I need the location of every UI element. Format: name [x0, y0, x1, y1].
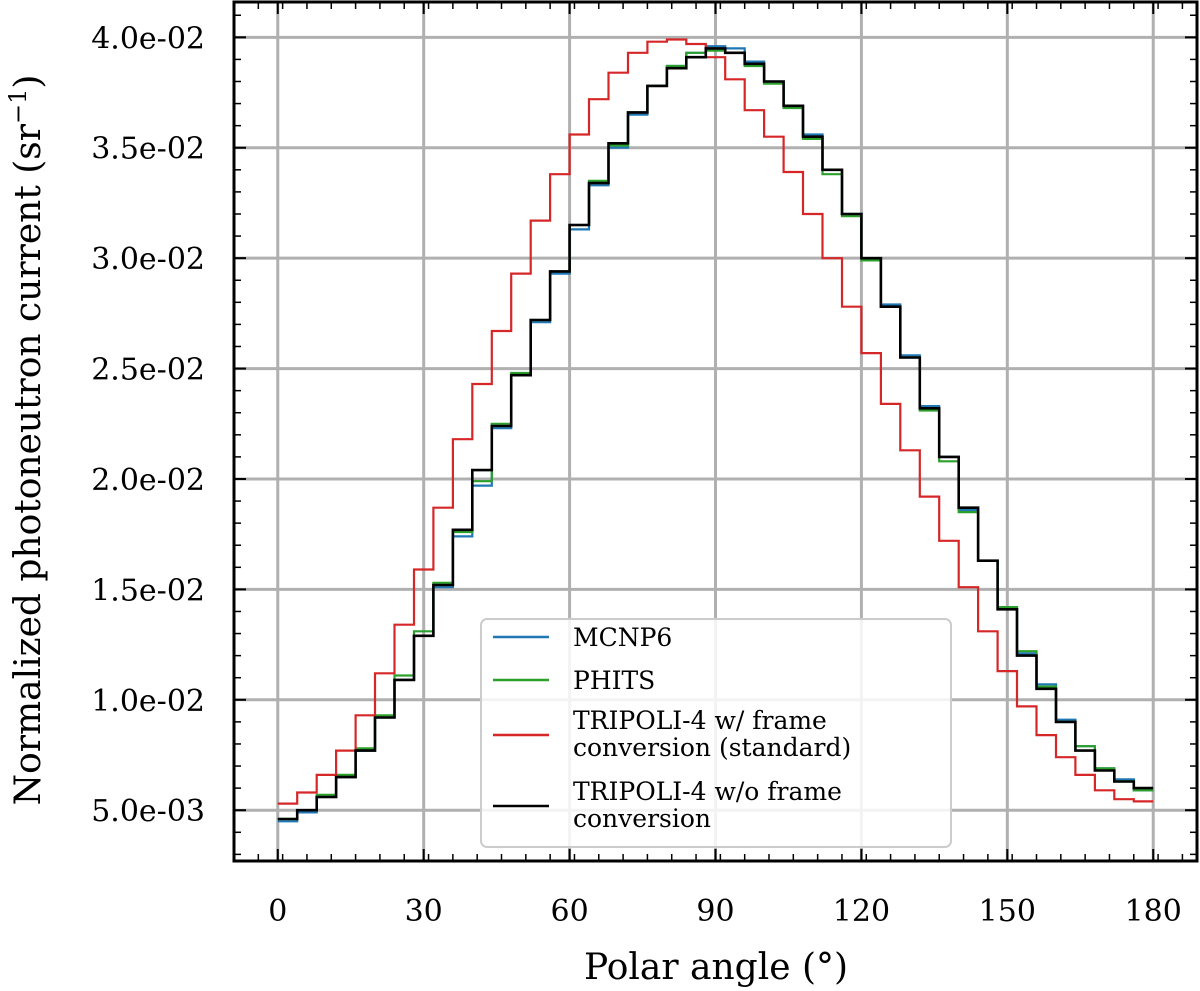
- legend-label-2: PHITS: [573, 666, 655, 695]
- legend-label-4: conversion: [573, 804, 711, 833]
- y-tick-label: 2.5e-02: [91, 353, 205, 388]
- legend-label-1: MCNP6: [573, 623, 672, 652]
- series-line-4: [277, 47, 1154, 821]
- x-tick-label: 30: [405, 894, 443, 929]
- grid-lines: [234, 2, 1197, 861]
- axis-ticks: 0 30 60 90 120 150 180 5.0e-03 1.0e-02 1.5e-02 2.0…: [91, 2, 1197, 929]
- x-tick-label: 0: [268, 894, 287, 929]
- y-axis-title: Normalized photoneutron current (sr−1): [4, 75, 49, 806]
- series-line-3: [277, 38, 1154, 805]
- plot-series: [277, 38, 1154, 823]
- x-tick-label: 60: [550, 894, 588, 929]
- x-tick-label: 150: [979, 894, 1036, 929]
- legend-label-3: TRIPOLI-4 w/ frame: [573, 706, 827, 735]
- x-tick-label: 120: [833, 894, 890, 929]
- y-tick-label: 2.0e-02: [91, 463, 205, 498]
- legend-label-4: TRIPOLI-4 w/o frame: [573, 777, 842, 806]
- series-line-2: [277, 49, 1154, 821]
- legend-label-3: conversion (standard): [573, 733, 851, 762]
- x-tick-label: 90: [696, 894, 734, 929]
- x-axis-title: Polar angle (°): [584, 947, 848, 988]
- y-tick-label: 1.5e-02: [91, 573, 205, 608]
- y-tick-label: 5.0e-03: [91, 794, 205, 829]
- y-tick-label: 1.0e-02: [91, 684, 205, 719]
- y-axis-title-close: ): [8, 75, 49, 89]
- y-tick-label: 3.0e-02: [91, 242, 205, 277]
- legend-box: [480, 618, 952, 848]
- x-tick-label: 180: [1125, 894, 1182, 929]
- y-tick-label: 3.5e-02: [91, 132, 205, 167]
- y-axis-title-main: Normalized photoneutron current (sr: [8, 123, 49, 805]
- y-tick-label: 4.0e-02: [91, 21, 205, 56]
- y-axis-title-exponent: −1: [4, 89, 32, 124]
